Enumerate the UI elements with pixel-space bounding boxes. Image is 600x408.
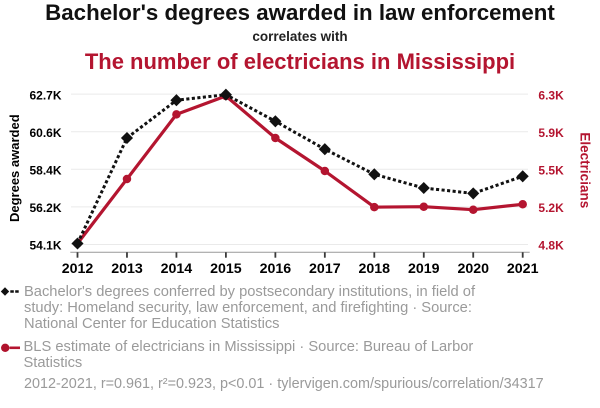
svg-text:2019: 2019	[408, 261, 440, 277]
svg-text:2016: 2016	[260, 261, 292, 277]
svg-text:58.4K: 58.4K	[29, 164, 61, 178]
svg-text:4.8K: 4.8K	[538, 239, 564, 253]
svg-text:2013: 2013	[111, 261, 143, 277]
svg-text:2021: 2021	[507, 261, 539, 277]
svg-text:2015: 2015	[210, 261, 242, 277]
svg-text:60.6K: 60.6K	[29, 126, 61, 140]
svg-text:5.9K: 5.9K	[538, 126, 564, 140]
svg-text:Electricians: Electricians	[578, 132, 593, 208]
svg-text:54.1K: 54.1K	[29, 239, 61, 253]
svg-text:5.2K: 5.2K	[538, 201, 564, 215]
svg-text:2012: 2012	[62, 261, 94, 277]
svg-text:2014: 2014	[161, 261, 193, 277]
svg-text:2020: 2020	[457, 261, 489, 277]
svg-text:6.3K: 6.3K	[538, 88, 564, 102]
svg-text:2018: 2018	[359, 261, 391, 277]
svg-text:Degrees awarded: Degrees awarded	[7, 114, 22, 222]
svg-text:2017: 2017	[309, 261, 341, 277]
svg-text:5.5K: 5.5K	[538, 164, 564, 178]
svg-text:56.2K: 56.2K	[29, 201, 61, 215]
svg-text:62.7K: 62.7K	[29, 88, 61, 102]
